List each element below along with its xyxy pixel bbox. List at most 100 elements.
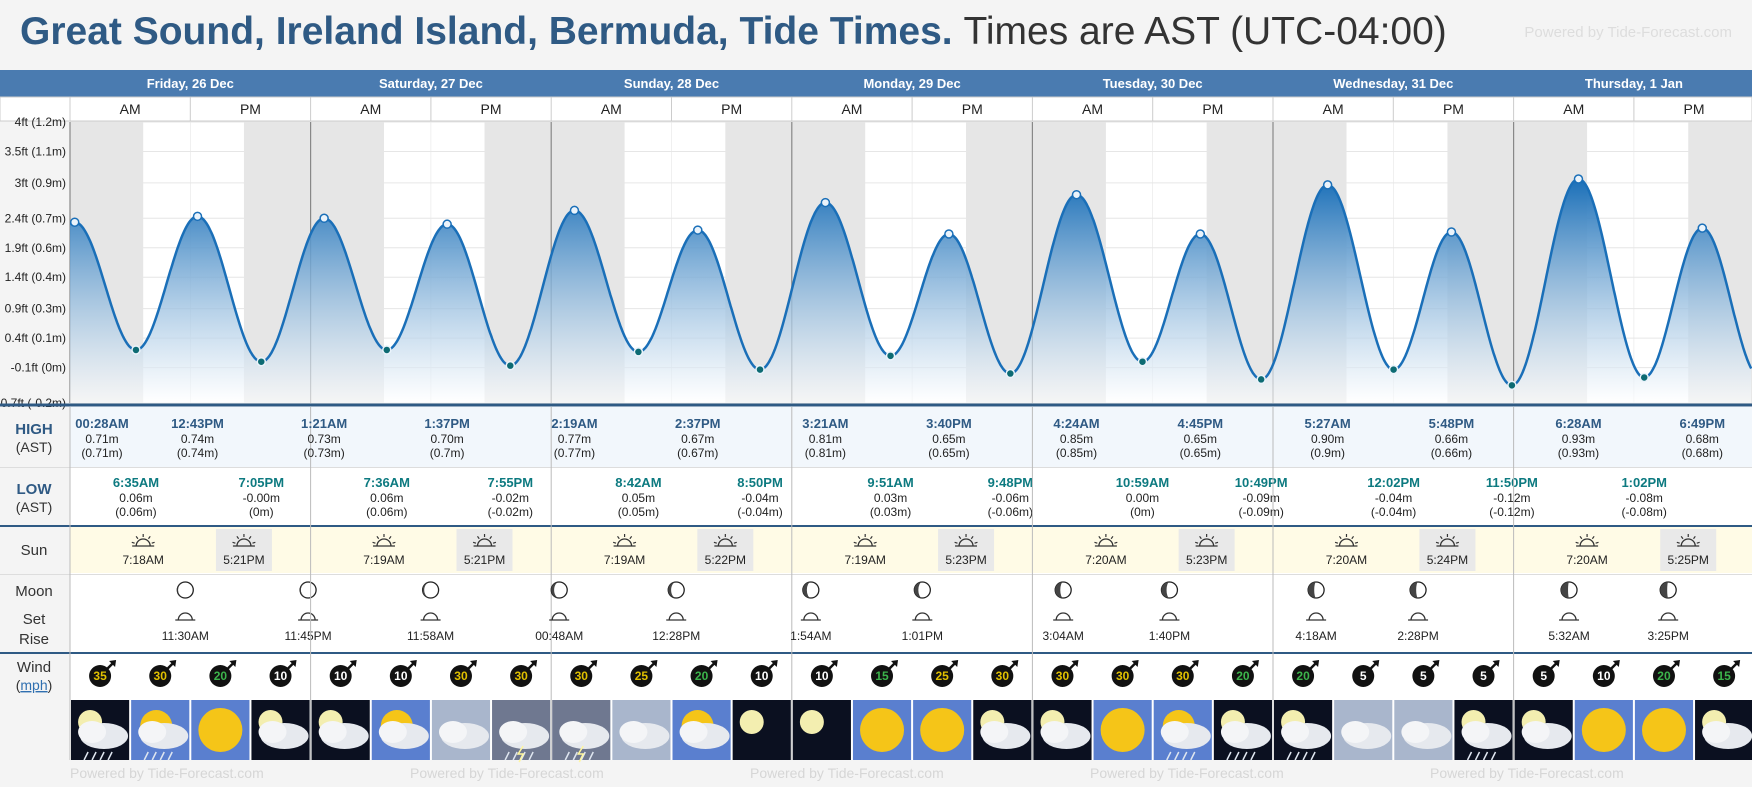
rain-drop [1242, 751, 1248, 761]
cloud-shape [1040, 721, 1069, 743]
cloud-shape [499, 721, 528, 743]
sunrise-arc [857, 538, 873, 547]
wind-speed: 25 [635, 669, 649, 683]
wind-arrowhead [710, 660, 718, 667]
cloud-rain-sun-icon [131, 700, 190, 761]
high-row-label: HIGH [15, 421, 53, 438]
moonrise-icon [1159, 612, 1180, 621]
low-tide-point [505, 360, 516, 371]
moonrise-time: 12:28PM [652, 629, 700, 643]
wind-unit[interactable]: mph [20, 677, 47, 693]
rain-drop [1174, 751, 1180, 761]
high-tide-height: 0.85m [1060, 432, 1093, 446]
wind-badge [269, 665, 292, 687]
high-tide-height: 0.77m [558, 432, 591, 446]
low-tide-height: -0.04m [741, 491, 778, 505]
moonset-arc [551, 612, 567, 621]
thunderstorm-icon [492, 700, 551, 763]
high-tide-height-alt: (0.71m) [81, 446, 122, 460]
wind-badge [991, 665, 1014, 687]
am-label: AM [120, 101, 141, 117]
moonrise-arc [422, 612, 439, 621]
wind-speed: 10 [1597, 669, 1611, 683]
sun-disc-large [920, 708, 965, 752]
moon-icon [792, 700, 851, 760]
wind-badge [510, 665, 533, 687]
sunrise-icon [1575, 534, 1599, 547]
sun-disc-large [1581, 708, 1626, 752]
high-tide-height: 0.65m [1184, 432, 1217, 446]
am-label: AM [360, 101, 381, 117]
sunset-ray [1455, 541, 1460, 544]
cloud-shape [138, 721, 167, 743]
wind-arrowhead [289, 660, 297, 667]
cloud-shape [438, 721, 467, 743]
wind-speed: 30 [996, 669, 1010, 683]
wind-speed: 10 [755, 669, 769, 683]
low-tide-point [1256, 374, 1266, 385]
sunset-time: 5:24PM [1427, 553, 1468, 567]
y-tick-label: 1.4ft (0.4m) [5, 270, 66, 284]
ampm-band [0, 96, 1752, 122]
sunrise-ray [612, 541, 617, 544]
sun-disc-large [860, 708, 905, 752]
sunset-ray [1696, 541, 1700, 544]
sunrise-ray [1595, 541, 1599, 544]
moon-phase-icon [1560, 581, 1578, 599]
high-tide-height-alt: (0.65m) [1180, 446, 1221, 460]
cloud-icon [612, 700, 671, 760]
sunrise-ray [1591, 535, 1595, 540]
wind-badge [1652, 665, 1675, 687]
high-row-tz: (AST) [16, 439, 53, 455]
weather-bg [732, 700, 791, 760]
sunset-icon [1676, 534, 1700, 547]
moon-phase-icon [667, 581, 685, 599]
sunset-ray [1215, 541, 1219, 544]
moon-phase-icon [1409, 581, 1427, 599]
wind-arrowhead [1733, 660, 1741, 667]
wind-badge [1472, 665, 1495, 687]
cloud-shape [78, 721, 107, 743]
cloud-icon [431, 700, 491, 760]
footer-bg [0, 760, 1752, 787]
tide-area [70, 179, 1752, 403]
moon-disc [799, 710, 824, 734]
rain-drop [1310, 751, 1316, 761]
wind-badge [1532, 665, 1555, 687]
high-tide-time: 1:37PM [424, 416, 470, 431]
moonrise-arc [1410, 612, 1426, 621]
sunrise-icon [853, 534, 877, 547]
rain-drop [1182, 751, 1188, 761]
wind-speed: 30 [575, 669, 589, 683]
high-tide-time: 5:27AM [1305, 416, 1351, 431]
low-tide-point [382, 345, 392, 355]
wind-badge [1171, 665, 1194, 687]
cloud-shape [258, 721, 287, 743]
high-tide-point [442, 219, 452, 229]
moon-shadow [668, 582, 677, 598]
moon-shadow [422, 582, 431, 598]
sunrise-ray [1338, 535, 1342, 540]
high-tide-point [569, 205, 580, 216]
low-tide-height-alt: (0.03m) [870, 505, 911, 519]
high-tide-time: 4:24AM [1053, 416, 1099, 431]
y-tick-label: 3.5ft (1.1m) [5, 144, 66, 158]
low-tide-height-alt: (0m) [249, 505, 274, 519]
wind-speed: 10 [815, 669, 829, 683]
low-tide-height: -0.06m [992, 491, 1029, 505]
sunrise-arc [1579, 538, 1595, 547]
wind-arrowhead [530, 660, 538, 667]
moon-phase-icon [550, 581, 568, 599]
moon-phase-icon [299, 581, 317, 599]
wind-speed: 20 [1236, 669, 1250, 683]
rain-drop [151, 751, 157, 761]
moonset-row-label: Set [23, 611, 46, 628]
wind-speed: 30 [454, 669, 468, 683]
wind-arrowhead [951, 660, 959, 667]
moonrise-time: 2:28PM [1397, 629, 1438, 643]
rain-drop [504, 751, 510, 761]
wind-speed: 10 [274, 669, 288, 683]
sunset-ray [1211, 535, 1215, 540]
moon-shadow [1410, 582, 1419, 598]
sunrise-time: 7:19AM [604, 553, 645, 567]
